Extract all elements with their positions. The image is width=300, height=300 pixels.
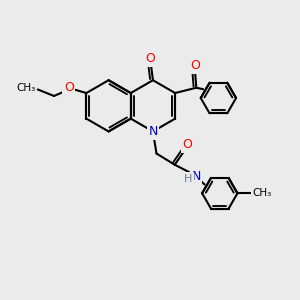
Text: N: N bbox=[148, 125, 158, 138]
Text: O: O bbox=[146, 52, 155, 65]
Text: O: O bbox=[182, 139, 192, 152]
Text: N: N bbox=[191, 170, 201, 183]
Text: CH₃: CH₃ bbox=[252, 188, 272, 198]
Text: O: O bbox=[64, 81, 74, 94]
Text: O: O bbox=[190, 59, 200, 72]
Text: CH₃: CH₃ bbox=[16, 83, 35, 93]
Text: H: H bbox=[184, 174, 193, 184]
